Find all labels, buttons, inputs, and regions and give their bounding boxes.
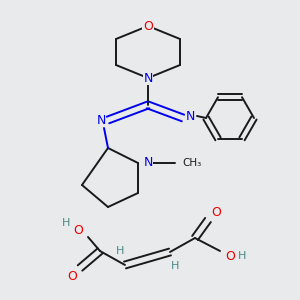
- Text: O: O: [143, 20, 153, 32]
- Text: H: H: [62, 218, 70, 228]
- Text: O: O: [225, 250, 235, 262]
- Text: O: O: [211, 206, 221, 218]
- Text: H: H: [238, 251, 246, 261]
- Text: O: O: [67, 269, 77, 283]
- Text: N: N: [96, 113, 106, 127]
- Text: CH₃: CH₃: [182, 158, 201, 168]
- Text: H: H: [116, 246, 124, 256]
- Text: H: H: [171, 261, 179, 271]
- Text: N: N: [143, 157, 153, 169]
- Text: N: N: [143, 71, 153, 85]
- Text: O: O: [73, 224, 83, 236]
- Text: N: N: [185, 110, 195, 122]
